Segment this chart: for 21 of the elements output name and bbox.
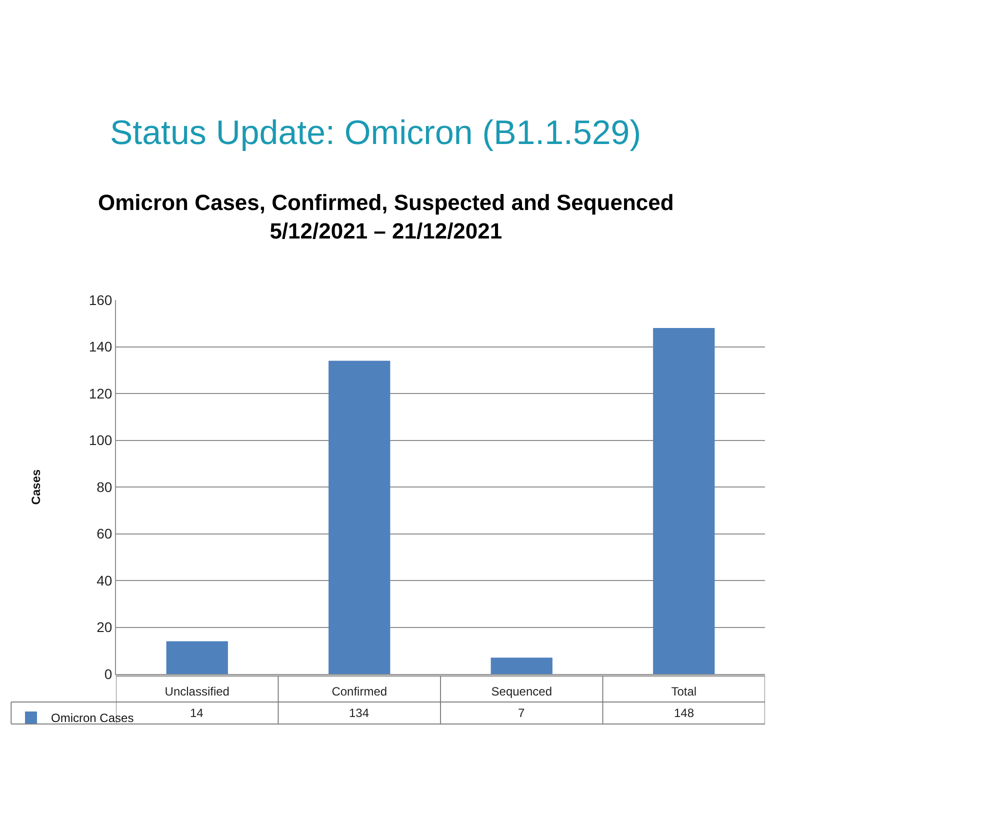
y-tick-label: 160 xyxy=(88,292,112,308)
y-axis-title: Cases xyxy=(29,469,44,505)
y-tick-label: 140 xyxy=(88,338,112,355)
y-tick-label: 100 xyxy=(88,432,112,448)
x-tick-label: Sequenced xyxy=(491,684,552,698)
data-label: 7 xyxy=(518,706,525,720)
y-tick-label: 0 xyxy=(104,666,112,682)
chart-subtitle: Omicron Cases, Confirmed, Suspected and Sequenced 5/12/2021 – 21/12/2021 xyxy=(98,190,674,244)
y-tick-label: 120 xyxy=(88,385,112,402)
y-tick-label: 20 xyxy=(96,619,112,636)
data-label: 148 xyxy=(674,706,694,720)
chart-title: Status Update: Omicron (B1.1.529) xyxy=(110,114,642,152)
data-label: 14 xyxy=(190,706,204,720)
legend-label: Omicron Cases xyxy=(51,711,134,726)
y-tick-label: 40 xyxy=(96,572,112,588)
x-tick-label: Confirmed xyxy=(332,684,388,698)
y-tick-label: 60 xyxy=(96,526,112,542)
y-tick-label: 80 xyxy=(96,478,112,495)
x-tick-label: Total xyxy=(671,684,697,698)
data-label: 134 xyxy=(349,706,370,720)
x-tick-label: Unclassified xyxy=(164,684,230,698)
